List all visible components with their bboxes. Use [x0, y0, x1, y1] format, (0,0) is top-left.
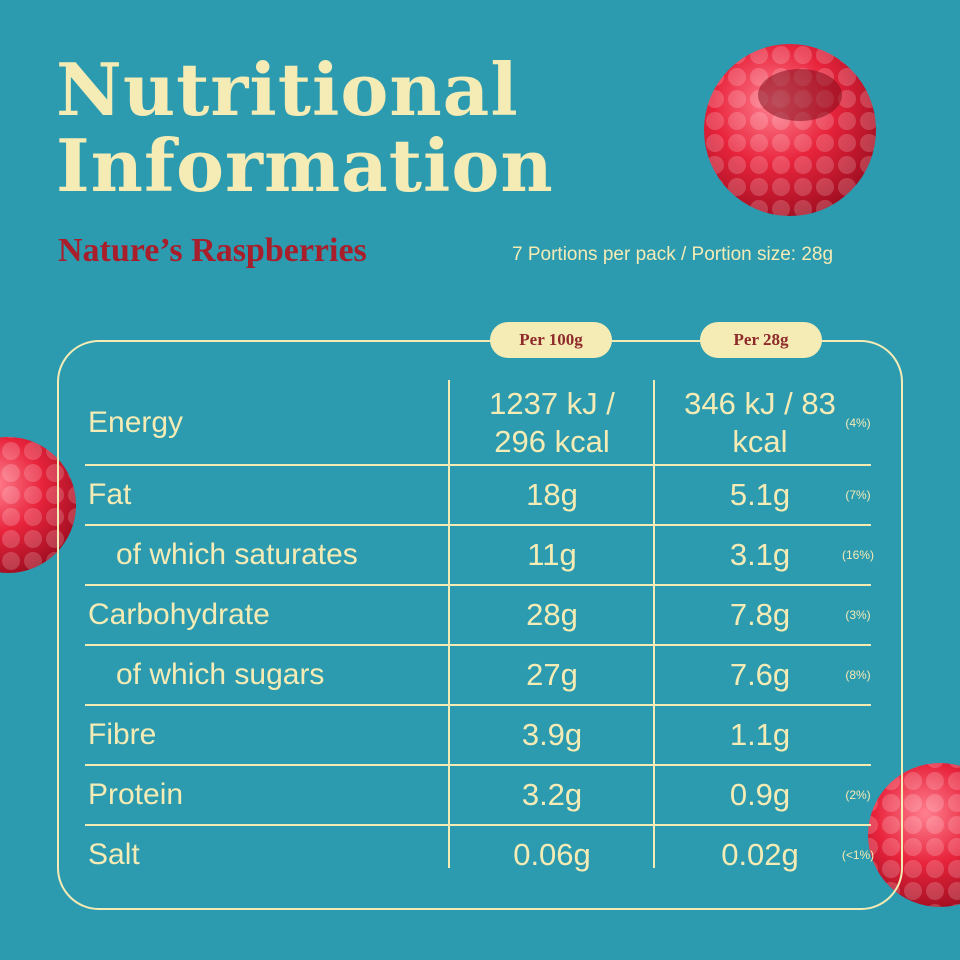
row-label: Fibre [88, 718, 157, 751]
title-line: Nutritional [56, 47, 519, 132]
row-label: Carbohydrate [88, 598, 270, 631]
column-header: Per 28g [700, 322, 822, 358]
product-name: Nature’s Raspberries [58, 232, 367, 269]
reference-intake: (3%) [845, 608, 871, 622]
reference-intake: (4%) [845, 415, 871, 430]
value-per-portion: 5.1g [729, 477, 791, 512]
row-divider [85, 524, 871, 526]
reference-intake: (7%) [845, 488, 871, 502]
value-per-100g: 11g [527, 537, 577, 572]
title: Nutritional Information [56, 52, 554, 204]
portion-info: 7 Portions per pack / Portion size: 28g [512, 244, 834, 265]
column-divider [653, 380, 655, 868]
value-per-portion: 1.1g [729, 717, 791, 752]
row-label: Fat [88, 478, 132, 511]
row-label: of which sugars [116, 658, 325, 691]
row-divider [85, 584, 871, 586]
raspberry [0, 437, 76, 573]
value-per-portion: 3.1g [729, 537, 791, 572]
column-header: Per 100g [490, 322, 612, 358]
value-per-100g: 3.9g [521, 717, 583, 752]
row-divider [85, 464, 871, 466]
value-per-100g: 18g [526, 477, 578, 512]
value-per-100g: 0.06g [513, 837, 591, 872]
row-divider [85, 764, 871, 766]
row-label: Salt [88, 838, 140, 871]
table-frame [57, 340, 903, 910]
row-divider [85, 644, 871, 646]
value-per-100g: 27g [526, 657, 578, 692]
row-label: of which saturates [116, 538, 358, 571]
value-per-portion: 0.9g [729, 777, 791, 812]
value-per-portion: 7.8g [729, 597, 791, 632]
title-line: Information [56, 123, 554, 208]
reference-intake: (2%) [845, 788, 871, 802]
row-divider [85, 824, 871, 826]
row-label: Energy [88, 405, 184, 439]
value-per-portion: 346 kJ / 83 kcal [684, 385, 836, 459]
value-per-portion: 7.6g [729, 657, 791, 692]
raspberry [704, 44, 876, 216]
value-per-100g: 3.2g [521, 777, 583, 812]
row-divider [85, 704, 871, 706]
column-divider [448, 380, 450, 868]
value-per-100g: 28g [526, 597, 578, 632]
value-per-100g: 1237 kJ / 296 kcal [489, 385, 615, 459]
reference-intake: (<1%) [841, 848, 875, 862]
row-label: Protein [88, 778, 184, 811]
value-per-portion: 0.02g [721, 837, 799, 872]
reference-intake: (8%) [845, 668, 871, 682]
reference-intake: (16%) [841, 548, 874, 562]
